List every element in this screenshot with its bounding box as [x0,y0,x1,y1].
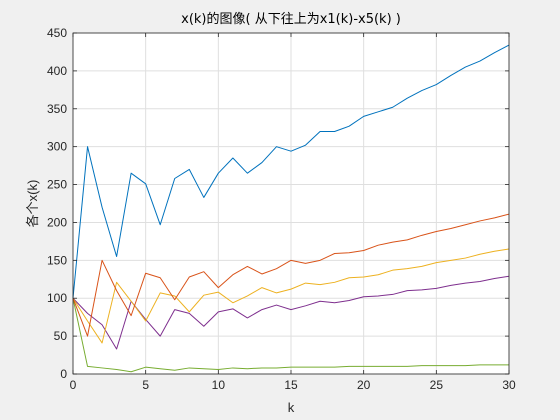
x-tick-label: 0 [70,378,77,392]
series-line-x4 [72,213,510,337]
y-tick-label: 400 [47,64,67,78]
x-tick-label: 25 [430,378,444,392]
series-line-x1 [72,298,509,373]
x-tick-label: 15 [284,378,298,392]
ticks [72,32,510,375]
y-tick-label: 200 [47,215,67,229]
series-layer [72,44,510,373]
series-line-x5 [72,44,510,299]
x-axis-label: k [288,400,295,415]
y-tick-label: 0 [60,367,67,381]
x-tick-label: 5 [142,378,149,392]
y-axis-label: 各个x(k) [25,180,40,228]
x-tick-label: 30 [502,378,516,392]
x-tick-label: 10 [212,378,226,392]
y-tick-label: 300 [47,140,67,154]
series-line-x3 [72,248,510,344]
y-tick-label: 450 [47,26,67,40]
y-tick-label: 100 [47,291,67,305]
chart-title: x(k)的图像( 从下往上为x1(k)-x5(k) ) [181,11,401,27]
y-tick-label: 150 [47,253,67,267]
y-tick-label: 250 [47,178,67,192]
y-tick-label: 50 [54,329,68,343]
series-line-x2 [72,275,510,350]
y-tick-label: 350 [47,102,67,116]
x-tick-label: 20 [357,378,371,392]
